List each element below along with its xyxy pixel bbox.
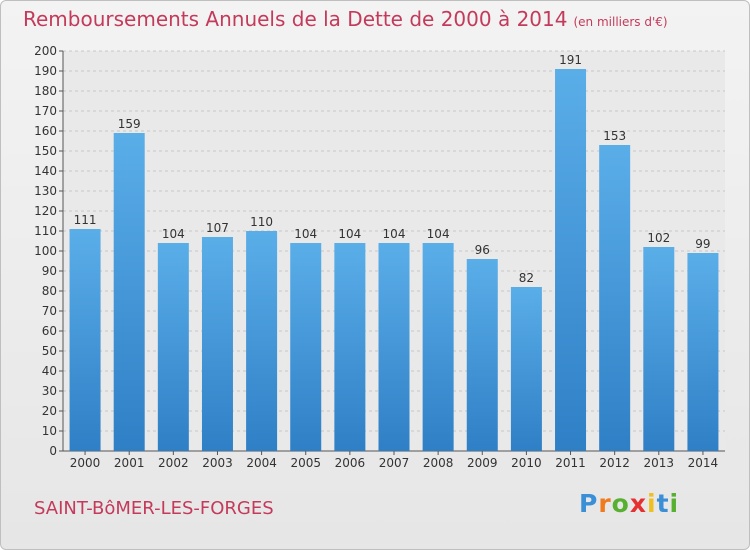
bar (246, 231, 278, 451)
logo-letter: x (629, 489, 647, 518)
x-tick-label: 2007 (379, 456, 410, 470)
x-tick-label: 2009 (467, 456, 498, 470)
bar-value-label: 107 (206, 221, 229, 235)
y-tick-label: 20 (42, 404, 57, 418)
x-tick-label: 2005 (290, 456, 321, 470)
y-tick-label: 60 (42, 324, 57, 338)
x-tick-label: 2004 (246, 456, 277, 470)
x-tick-label: 2008 (423, 456, 454, 470)
x-tick-label: 2002 (158, 456, 189, 470)
y-tick-label: 140 (34, 164, 57, 178)
bar-value-label: 96 (475, 243, 490, 257)
y-tick-label: 130 (34, 184, 57, 198)
y-tick-label: 10 (42, 424, 57, 438)
bar-value-label: 104 (162, 227, 185, 241)
logo-letter: o (611, 489, 630, 518)
x-tick-label: 2006 (335, 456, 366, 470)
y-tick-label: 160 (34, 124, 57, 138)
y-tick-label: 190 (34, 64, 57, 78)
bar (290, 243, 322, 451)
commune-name: SAINT-BôMER-LES-FORGES (34, 498, 274, 519)
y-tick-label: 150 (34, 144, 57, 158)
bar (69, 229, 101, 451)
bar (378, 243, 410, 451)
y-tick-label: 120 (34, 204, 57, 218)
bar (466, 259, 498, 451)
bar (643, 247, 675, 451)
logo-letter: t (656, 489, 670, 518)
chart-title: Remboursements Annuels de la Dette de 20… (23, 7, 668, 31)
bar-value-label: 191 (559, 53, 582, 67)
bar-value-label: 110 (250, 215, 273, 229)
bar (334, 243, 366, 451)
y-tick-label: 70 (42, 304, 57, 318)
y-tick-label: 100 (34, 244, 57, 258)
bar-value-label: 102 (647, 231, 670, 245)
logo-letter: r (598, 489, 612, 518)
x-tick-label: 2011 (555, 456, 586, 470)
bar (201, 237, 233, 451)
x-tick-label: 2000 (70, 456, 101, 470)
logo-letter: P (579, 489, 599, 518)
bar (687, 253, 719, 451)
y-tick-label: 30 (42, 384, 57, 398)
bar (422, 243, 454, 451)
y-tick-label: 200 (34, 44, 57, 58)
bar (113, 133, 145, 451)
x-tick-label: 2003 (202, 456, 233, 470)
logo-letter: i (647, 489, 657, 518)
bar-value-label: 99 (695, 237, 710, 251)
x-tick-label: 2014 (688, 456, 719, 470)
y-tick-label: 50 (42, 344, 57, 358)
bar-value-label: 82 (519, 271, 534, 285)
x-tick-label: 2013 (644, 456, 675, 470)
bar (599, 145, 631, 451)
x-tick-label: 2012 (599, 456, 630, 470)
bar (510, 287, 542, 451)
bar-value-label: 153 (603, 129, 626, 143)
y-tick-label: 40 (42, 364, 57, 378)
logo-letter: i (669, 489, 680, 518)
bar (157, 243, 189, 451)
bar-value-label: 111 (74, 213, 97, 227)
bar-value-label: 104 (383, 227, 406, 241)
chart-subtitle: (en milliers d'€) (573, 15, 668, 29)
chart-title-text: Remboursements Annuels de la Dette de 20… (23, 7, 568, 31)
bar-value-label: 104 (427, 227, 450, 241)
bar-value-label: 104 (338, 227, 361, 241)
x-tick-label: 2010 (511, 456, 542, 470)
bar (555, 69, 587, 451)
y-tick-label: 80 (42, 284, 57, 298)
y-tick-label: 0 (49, 444, 57, 458)
bar-value-label: 159 (118, 117, 141, 131)
y-tick-label: 110 (34, 224, 57, 238)
bar-value-label: 104 (294, 227, 317, 241)
y-tick-label: 90 (42, 264, 57, 278)
x-tick-label: 2001 (114, 456, 145, 470)
y-tick-label: 170 (34, 104, 57, 118)
y-tick-label: 180 (34, 84, 57, 98)
proxiti-logo: Proxiti (579, 489, 679, 518)
